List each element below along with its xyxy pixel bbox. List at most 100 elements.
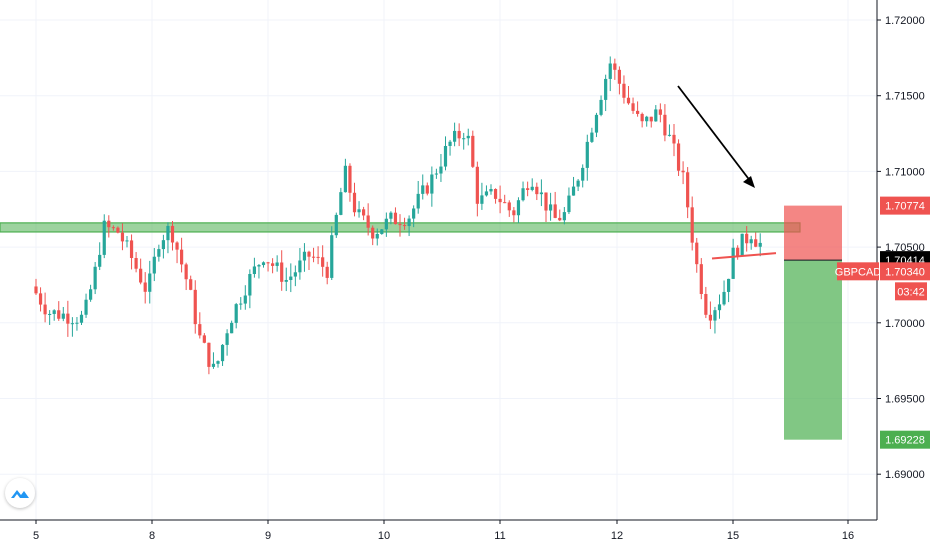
candle [516, 197, 521, 224]
candle-body [371, 227, 375, 239]
x-tick-label: 12 [611, 530, 623, 542]
candle [695, 237, 699, 273]
candle [289, 263, 293, 293]
candle-body [52, 310, 56, 314]
candle [389, 211, 393, 225]
candle [157, 244, 161, 262]
candle-body [321, 257, 325, 267]
candle [480, 182, 484, 210]
candle [243, 285, 247, 310]
candle-body [84, 299, 88, 315]
candle [676, 139, 681, 176]
candle-body [339, 192, 343, 215]
candle-body [507, 202, 511, 211]
candle-body [658, 109, 662, 115]
candle-body [266, 262, 270, 264]
candle [234, 302, 238, 329]
candle [66, 300, 70, 337]
candle [443, 136, 448, 171]
candle [740, 233, 744, 257]
candle-body [75, 322, 79, 324]
candle [745, 226, 749, 252]
candle [727, 278, 731, 303]
candle [38, 287, 43, 312]
arrow-line [677, 85, 752, 183]
candle [170, 221, 175, 251]
candle-body [357, 209, 361, 213]
y-tick-label: 1.70000 [885, 318, 925, 330]
candle [713, 306, 717, 334]
stop-loss-zone [784, 205, 842, 261]
candle [654, 105, 658, 122]
candle [722, 280, 726, 306]
candle-body [98, 254, 102, 267]
candle-body [727, 278, 731, 292]
candle [184, 262, 188, 291]
candle-body [745, 233, 749, 244]
candle-body [289, 276, 293, 280]
candle [257, 264, 261, 279]
candle [590, 127, 594, 144]
candle-body [599, 99, 603, 115]
candle [216, 360, 220, 368]
candle-body [225, 333, 229, 345]
candle-body [271, 263, 275, 266]
candle [252, 257, 256, 278]
candle-body [526, 188, 530, 190]
candle [594, 112, 599, 138]
candle-body [617, 69, 621, 84]
candle-body [79, 314, 84, 323]
candle [484, 185, 489, 197]
candle [626, 85, 631, 105]
candle [489, 184, 493, 195]
candle-body [38, 293, 43, 305]
candle [371, 225, 375, 246]
candle [448, 139, 452, 156]
candle-body [389, 212, 393, 219]
candle [139, 258, 143, 285]
candle-body [708, 314, 712, 321]
candle [84, 293, 88, 318]
candle [202, 333, 206, 344]
candle-body [663, 114, 667, 136]
candle-body [325, 266, 329, 278]
candle [330, 226, 334, 281]
candle [457, 123, 461, 147]
symbol-price-tag-bg [880, 262, 930, 281]
candle-body [758, 242, 762, 247]
candle-body [134, 258, 138, 269]
candle-body [243, 295, 247, 304]
candle [348, 163, 352, 202]
candle-body [220, 344, 225, 362]
candle [571, 176, 576, 196]
candle-body [280, 262, 284, 282]
candle-body [343, 165, 347, 193]
symbol-tag-bg [837, 262, 879, 281]
candle [225, 329, 229, 356]
candle [690, 196, 694, 251]
candle-body [180, 249, 184, 265]
candle-body [416, 193, 420, 209]
candle-body [622, 83, 626, 98]
candle [311, 247, 316, 263]
candle-body [61, 313, 65, 319]
candle [366, 203, 370, 236]
candle-body [111, 227, 115, 229]
candle-body [284, 279, 288, 282]
candle-body [553, 204, 557, 218]
candle [425, 182, 429, 196]
candle-body [571, 186, 576, 196]
candle-body [704, 294, 708, 315]
candle [43, 292, 47, 323]
candle [640, 112, 644, 128]
candle-body [211, 363, 216, 367]
candle-body [439, 166, 443, 174]
tradingview-logo-icon[interactable] [5, 478, 35, 508]
candle [539, 179, 544, 207]
candle-body [252, 266, 256, 274]
candle [180, 237, 184, 273]
candle-body [398, 224, 402, 226]
candle [649, 116, 653, 128]
position-tool[interactable] [784, 205, 842, 440]
